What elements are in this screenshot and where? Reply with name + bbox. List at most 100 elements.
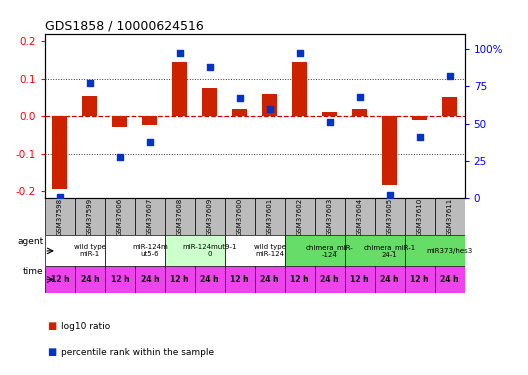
Text: GSM37602: GSM37602 [297,198,303,236]
Point [116,153,124,159]
Text: wild type
miR-124: wild type miR-124 [254,244,286,257]
Text: 12 h: 12 h [351,275,369,284]
Text: GSM37599: GSM37599 [87,198,93,236]
Bar [262,94,277,116]
Bar [143,116,157,126]
Bar [225,198,254,235]
Point [446,73,454,79]
Bar [345,235,404,267]
Bar [404,198,435,235]
Text: GSM37601: GSM37601 [267,198,273,236]
Bar [285,198,315,235]
Bar [225,267,254,292]
Text: GSM37605: GSM37605 [386,198,393,236]
Point [176,50,184,56]
Text: 24 h: 24 h [201,275,219,284]
Bar [225,235,285,267]
Text: GSM37598: GSM37598 [57,198,63,236]
Text: GDS1858 / 10000624516: GDS1858 / 10000624516 [45,20,204,33]
Point [385,192,394,198]
Point [55,194,64,200]
Text: GSM37603: GSM37603 [327,198,333,236]
Bar [322,112,337,116]
Text: chimera_miR-
-124: chimera_miR- -124 [306,244,354,258]
Bar [75,198,105,235]
Point [205,64,214,70]
Bar [82,96,97,116]
Bar [202,88,218,116]
Bar [315,267,345,292]
Point [86,80,94,86]
Bar [195,198,225,235]
Text: 24 h: 24 h [440,275,459,284]
Bar [165,235,225,267]
Bar [254,267,285,292]
Text: GSM37611: GSM37611 [447,198,452,236]
Text: 24 h: 24 h [380,275,399,284]
Bar [315,198,345,235]
Bar [105,267,135,292]
Text: GSM37608: GSM37608 [177,198,183,236]
Text: GSM37604: GSM37604 [357,198,363,236]
Bar [135,198,165,235]
Bar [52,116,68,189]
Point [235,95,244,101]
Bar [404,267,435,292]
Text: 24 h: 24 h [320,275,339,284]
Bar [45,267,75,292]
Bar [254,198,285,235]
Text: 12 h: 12 h [110,275,129,284]
Text: agent: agent [17,237,43,246]
Text: GSM37607: GSM37607 [147,198,153,236]
Bar [404,235,465,267]
Bar [285,235,345,267]
Text: miR-124mut9-1
0: miR-124mut9-1 0 [183,244,237,257]
Bar [345,267,375,292]
Bar [105,198,135,235]
Bar [75,267,105,292]
Text: GSM37606: GSM37606 [117,198,123,236]
Bar [285,267,315,292]
Text: GSM37609: GSM37609 [207,198,213,236]
Bar [165,267,195,292]
Point [416,134,424,140]
Text: 12 h: 12 h [410,275,429,284]
Bar [232,109,247,116]
Bar [435,267,465,292]
Point [266,106,274,112]
Text: percentile rank within the sample: percentile rank within the sample [61,348,214,357]
Bar [165,198,195,235]
Text: time: time [23,267,43,276]
Point [355,94,364,100]
Point [325,119,334,125]
Text: 24 h: 24 h [140,275,159,284]
Bar [195,267,225,292]
Text: 12 h: 12 h [290,275,309,284]
Text: log10 ratio: log10 ratio [61,322,110,331]
Text: 12 h: 12 h [51,275,69,284]
Bar [442,98,457,116]
Bar [435,198,465,235]
Bar [375,267,404,292]
Bar [45,198,75,235]
Bar [345,198,375,235]
Text: GSM37610: GSM37610 [417,198,423,236]
Text: 24 h: 24 h [260,275,279,284]
Text: ■: ■ [48,348,57,357]
Text: 12 h: 12 h [171,275,189,284]
Text: wild type
miR-1: wild type miR-1 [74,244,106,257]
Bar [105,235,165,267]
Text: 12 h: 12 h [230,275,249,284]
Point [146,138,154,144]
Point [296,50,304,56]
Text: ■: ■ [48,321,57,331]
Bar [45,235,105,267]
Bar [135,267,165,292]
Text: 24 h: 24 h [81,275,99,284]
Bar [112,116,127,128]
Bar [172,62,187,116]
Bar [382,116,397,185]
Bar [292,62,307,116]
Text: chimera_miR-1
24-1: chimera_miR-1 24-1 [364,244,416,258]
Bar [412,116,427,120]
